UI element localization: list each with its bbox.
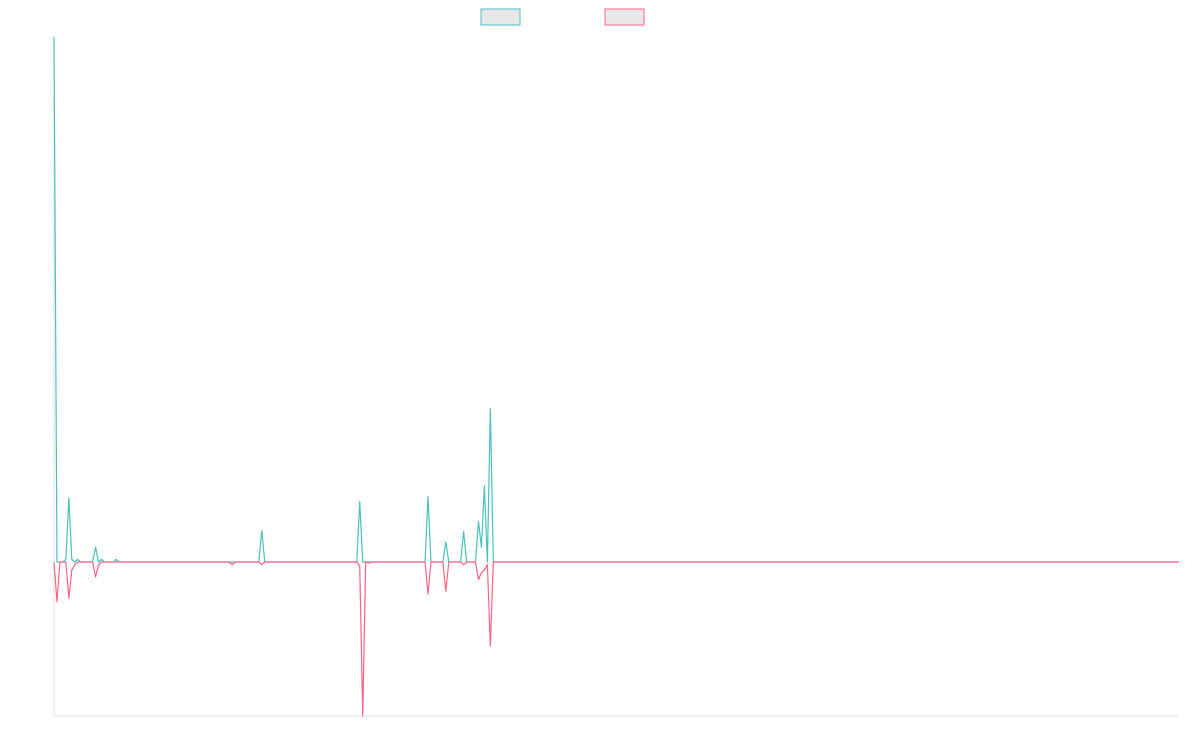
axes [53,37,1179,717]
legend-swatch-2[interactable] [604,8,645,26]
series-line-1 [53,36,1179,563]
legend-swatch-1[interactable] [480,8,521,26]
series-line-2 [53,561,1179,717]
series-group [53,36,1179,717]
legend [480,8,645,26]
